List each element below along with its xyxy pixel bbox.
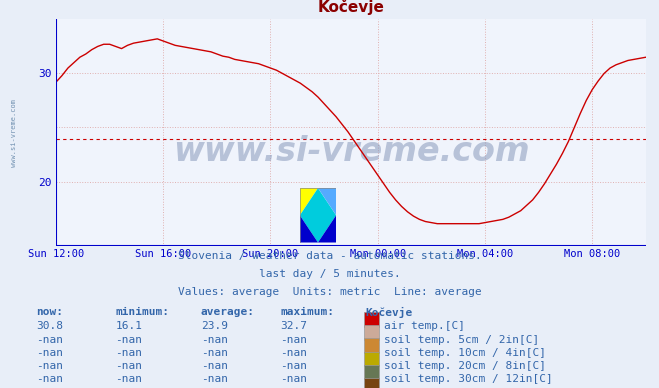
- Bar: [364, 365, 379, 379]
- Text: -nan: -nan: [115, 334, 142, 345]
- Text: -nan: -nan: [280, 334, 307, 345]
- Bar: [364, 378, 379, 388]
- Text: www.si-vreme.com: www.si-vreme.com: [173, 135, 529, 168]
- Text: -nan: -nan: [201, 374, 228, 385]
- Polygon shape: [300, 215, 318, 242]
- Text: now:: now:: [36, 307, 63, 317]
- Polygon shape: [300, 188, 336, 242]
- Bar: [364, 312, 379, 327]
- Bar: [364, 325, 379, 340]
- Text: -nan: -nan: [36, 374, 63, 385]
- Text: -nan: -nan: [115, 361, 142, 371]
- Text: soil temp. 10cm / 4in[C]: soil temp. 10cm / 4in[C]: [384, 348, 546, 358]
- Text: Slovenia / weather data - automatic stations.: Slovenia / weather data - automatic stat…: [178, 251, 481, 261]
- Text: -nan: -nan: [36, 334, 63, 345]
- Text: average:: average:: [201, 307, 255, 317]
- Bar: [364, 338, 379, 353]
- Text: soil temp. 30cm / 12in[C]: soil temp. 30cm / 12in[C]: [384, 374, 553, 385]
- Text: -nan: -nan: [280, 361, 307, 371]
- Text: 32.7: 32.7: [280, 321, 307, 331]
- Text: soil temp. 5cm / 2in[C]: soil temp. 5cm / 2in[C]: [384, 334, 540, 345]
- Text: -nan: -nan: [201, 348, 228, 358]
- Text: -nan: -nan: [201, 361, 228, 371]
- Text: soil temp. 20cm / 8in[C]: soil temp. 20cm / 8in[C]: [384, 361, 546, 371]
- Text: last day / 5 minutes.: last day / 5 minutes.: [258, 269, 401, 279]
- Polygon shape: [318, 215, 336, 242]
- Text: www.si-vreme.com: www.si-vreme.com: [11, 99, 16, 167]
- Text: air temp.[C]: air temp.[C]: [384, 321, 465, 331]
- Text: 16.1: 16.1: [115, 321, 142, 331]
- Text: Kočevje: Kočevje: [366, 307, 413, 318]
- Text: minimum:: minimum:: [115, 307, 169, 317]
- Polygon shape: [318, 188, 336, 215]
- Text: -nan: -nan: [115, 374, 142, 385]
- Text: 23.9: 23.9: [201, 321, 228, 331]
- Text: -nan: -nan: [115, 348, 142, 358]
- Text: -nan: -nan: [280, 348, 307, 358]
- Text: Values: average  Units: metric  Line: average: Values: average Units: metric Line: aver…: [178, 287, 481, 297]
- Text: 30.8: 30.8: [36, 321, 63, 331]
- Text: -nan: -nan: [201, 334, 228, 345]
- Text: -nan: -nan: [280, 374, 307, 385]
- Polygon shape: [300, 188, 318, 215]
- Title: Kočevje: Kočevje: [318, 0, 384, 16]
- Text: maximum:: maximum:: [280, 307, 334, 317]
- Text: -nan: -nan: [36, 348, 63, 358]
- Text: -nan: -nan: [36, 361, 63, 371]
- Bar: [364, 352, 379, 366]
